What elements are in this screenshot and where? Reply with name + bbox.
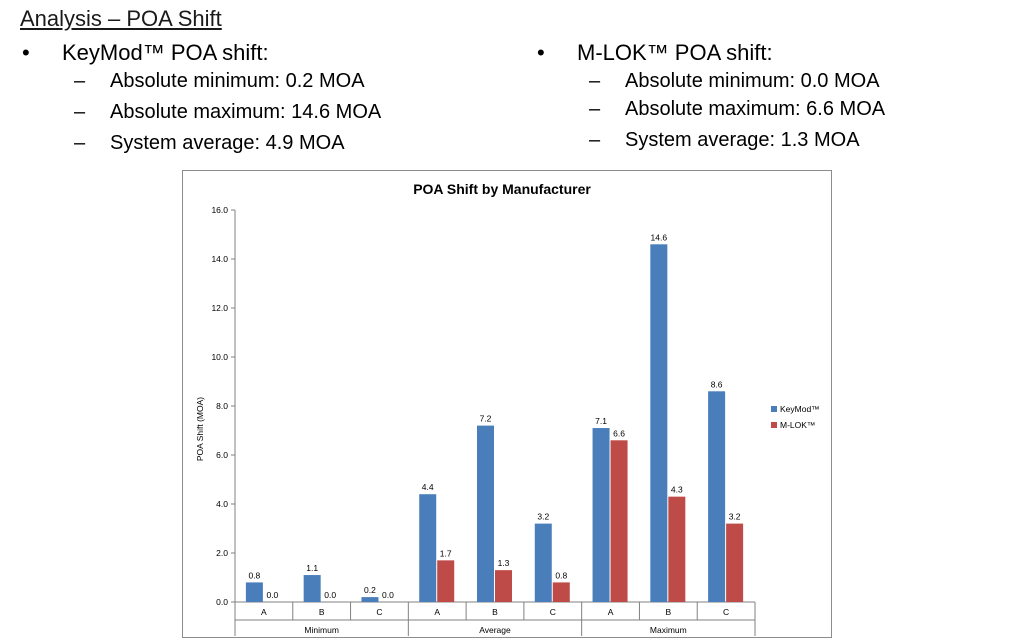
- chart-canvas: POA Shift by Manufacturer POA Shift (MOA…: [195, 181, 820, 636]
- data-label: 1.7: [440, 548, 452, 558]
- keymod-bullet: • KeyMod™ POA shift:: [22, 40, 381, 70]
- group-label: Average: [479, 625, 511, 635]
- y-tick-label: 16.0: [211, 205, 228, 215]
- y-axis-title: POA Shift (MOA): [195, 397, 205, 461]
- bar-keymod: [534, 523, 552, 602]
- category-label: B: [665, 607, 671, 617]
- data-label: 0.8: [555, 570, 567, 580]
- data-label: 1.1: [306, 563, 318, 573]
- mlok-max-item: – Absolute maximum: 6.6 MOA: [537, 98, 885, 129]
- dash-mark: –: [589, 129, 601, 151]
- data-label: 0.0: [266, 590, 278, 600]
- mlok-max-text: Absolute maximum: 6.6 MOA: [625, 98, 886, 120]
- keymod-avg-text: System average: 4.9 MOA: [110, 132, 345, 154]
- mlok-summary: • M-LOK™ POA shift: – Absolute minimum: …: [537, 40, 885, 160]
- mlok-min-item: – Absolute minimum: 0.0 MOA: [537, 70, 885, 98]
- mlok-heading: M-LOK™ POA shift:: [577, 40, 773, 65]
- legend-swatch: [771, 422, 777, 428]
- plot-area: 0.0 2.0 4.0 6.0 8.0 10.0 12.0 14.0 16.0 A B C A B C A B C…: [211, 205, 756, 636]
- data-label: 4.3: [671, 485, 683, 495]
- bar-mlok: [668, 496, 686, 602]
- category-label: C: [376, 607, 382, 617]
- data-label: 7.1: [595, 416, 607, 426]
- dash-mark: –: [74, 132, 86, 154]
- bar-keymod: [419, 494, 437, 602]
- data-label: 4.4: [422, 482, 434, 492]
- data-label: 0.8: [248, 570, 260, 580]
- dash-mark: –: [74, 70, 86, 92]
- keymod-min-text: Absolute minimum: 0.2 MOA: [110, 70, 365, 92]
- data-label: 3.2: [729, 512, 741, 522]
- bar-keymod: [592, 428, 610, 602]
- data-label: 0.0: [382, 590, 394, 600]
- bar-mlok: [437, 560, 455, 602]
- data-label: 6.6: [613, 428, 625, 438]
- y-tick-label: 12.0: [211, 303, 228, 313]
- bar-keymod: [361, 597, 379, 602]
- y-tick-label: 14.0: [211, 254, 228, 264]
- category-label: C: [723, 607, 729, 617]
- keymod-min-item: – Absolute minimum: 0.2 MOA: [22, 70, 381, 101]
- group-label: Maximum: [650, 625, 687, 635]
- bar-mlok: [552, 582, 570, 602]
- data-label: 0.2: [364, 585, 376, 595]
- keymod-avg-item: – System average: 4.9 MOA: [22, 132, 381, 163]
- mlok-bullet: • M-LOK™ POA shift:: [537, 40, 885, 70]
- chart-legend: KeyMod™ M-LOK™: [771, 404, 820, 430]
- y-tick-label: 10.0: [211, 352, 228, 362]
- bar-keymod: [245, 582, 263, 602]
- data-label: 0.0: [324, 590, 336, 600]
- legend-label: KeyMod™: [780, 404, 820, 414]
- y-tick-label: 0.0: [216, 597, 228, 607]
- data-label: 8.6: [711, 379, 723, 389]
- poa-shift-chart: POA Shift by Manufacturer POA Shift (MOA…: [182, 170, 832, 638]
- bar-mlok: [495, 570, 512, 602]
- data-label: 1.3: [498, 558, 510, 568]
- bar-mlok: [726, 523, 744, 602]
- keymod-heading: KeyMod™ POA shift:: [62, 40, 269, 65]
- bullet-mark: •: [537, 40, 545, 65]
- bar-keymod: [303, 575, 321, 602]
- category-label: B: [319, 607, 325, 617]
- keymod-summary: • KeyMod™ POA shift: – Absolute minimum:…: [22, 40, 381, 163]
- y-tick-label: 6.0: [216, 450, 228, 460]
- bullet-mark: •: [22, 40, 30, 65]
- data-label: 7.2: [480, 414, 492, 424]
- category-label: B: [492, 607, 498, 617]
- data-label: 14.6: [651, 232, 668, 242]
- category-label: A: [434, 607, 440, 617]
- group-label: Minimum: [304, 625, 338, 635]
- category-label: A: [608, 607, 614, 617]
- y-tick-label: 8.0: [216, 401, 228, 411]
- bar-keymod: [477, 425, 494, 602]
- mlok-min-text: Absolute minimum: 0.0 MOA: [625, 70, 880, 92]
- chart-title: POA Shift by Manufacturer: [413, 181, 591, 197]
- mlok-avg-text: System average: 1.3 MOA: [625, 129, 860, 151]
- bar-keymod: [650, 244, 668, 603]
- legend-label: M-LOK™: [780, 420, 815, 430]
- dash-mark: –: [589, 98, 601, 120]
- dash-mark: –: [589, 70, 601, 92]
- category-label: C: [550, 607, 556, 617]
- keymod-max-item: – Absolute maximum: 14.6 MOA: [22, 101, 381, 132]
- legend-swatch: [771, 406, 777, 412]
- data-label: 3.2: [537, 512, 549, 522]
- y-tick-label: 4.0: [216, 499, 228, 509]
- mlok-avg-item: – System average: 1.3 MOA: [537, 129, 885, 160]
- y-tick-label: 2.0: [216, 548, 228, 558]
- keymod-max-text: Absolute maximum: 14.6 MOA: [110, 101, 382, 123]
- dash-mark: –: [74, 101, 86, 123]
- bar-mlok: [610, 440, 628, 602]
- slide-title: Analysis – POA Shift: [20, 6, 222, 31]
- bar-keymod: [708, 391, 726, 602]
- category-label: A: [261, 607, 267, 617]
